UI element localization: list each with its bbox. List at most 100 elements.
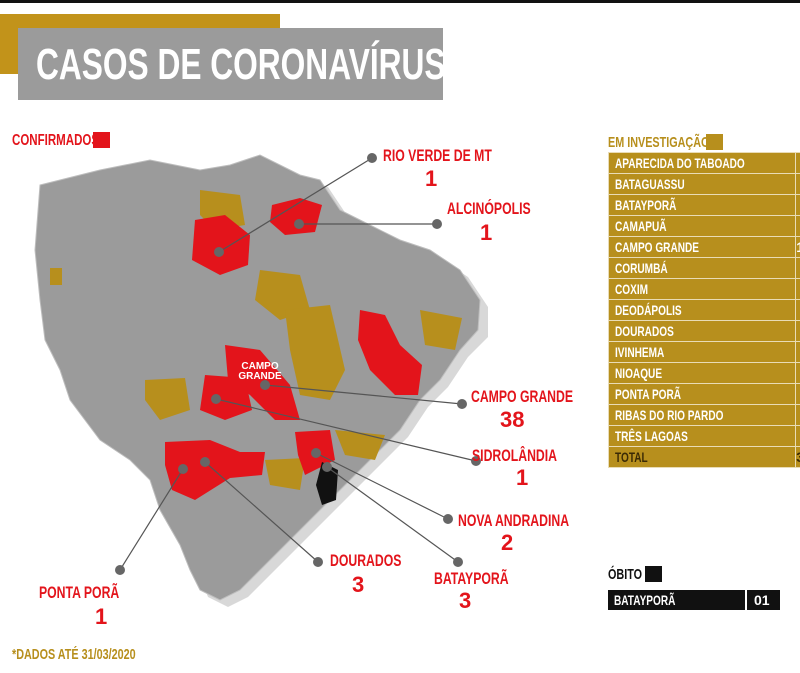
confirmed-label: RIO VERDE DE MT bbox=[383, 146, 492, 165]
city-name: APARECIDA DO TABOADO bbox=[615, 155, 745, 171]
city-cell: APARECIDA DO TABOADO bbox=[607, 152, 797, 174]
confirmed-count: 2 bbox=[501, 530, 514, 555]
count-cell: 3 bbox=[795, 194, 800, 216]
death-city: BATAYPORÃ bbox=[614, 592, 676, 608]
count-cell: 1 bbox=[795, 173, 800, 195]
count-cell: 2 bbox=[795, 257, 800, 279]
legend-death: ÓBITO bbox=[608, 566, 643, 583]
city-cell: PONTA PORÃ bbox=[607, 383, 797, 405]
legend-death-swatch bbox=[645, 566, 662, 582]
top-border bbox=[0, 0, 800, 3]
city-name: TOTAL bbox=[615, 449, 648, 465]
city-cell: CAMPO GRANDE bbox=[607, 236, 797, 258]
table-row: CORUMBÁ 2 bbox=[607, 257, 800, 279]
confirmed-count: 1 bbox=[425, 166, 438, 191]
legend-investigating: EM INVESTIGAÇÃO bbox=[608, 134, 710, 151]
confirmed-count: 3 bbox=[459, 588, 472, 613]
city-name: CORUMBÁ bbox=[615, 260, 668, 276]
city-cell: BATAYPORÃ bbox=[607, 194, 797, 216]
divider bbox=[745, 590, 747, 610]
count-cell: 1 bbox=[795, 341, 800, 363]
region-aparecida bbox=[420, 310, 462, 350]
table-row: DOURADOS 4 bbox=[607, 320, 800, 342]
city-cell: RIBAS DO RIO PARDO bbox=[607, 404, 797, 426]
region-camapua bbox=[255, 270, 310, 320]
confirmed-label: PONTA PORÃ bbox=[39, 583, 120, 602]
region-east bbox=[358, 310, 422, 395]
legend-confirmed-label: CONFIRMADOS bbox=[12, 132, 100, 149]
count-cell: 1 bbox=[795, 362, 800, 384]
footer-note: *DADOS ATÉ 31/03/2020 bbox=[12, 646, 136, 663]
city-name: CAMPO GRANDE bbox=[615, 239, 700, 255]
table-row: CAMAPUÃ 1 bbox=[607, 215, 800, 237]
count-cell: 2 bbox=[795, 425, 800, 447]
region-ivinhema bbox=[265, 458, 305, 490]
confirmed-count: 1 bbox=[480, 220, 493, 245]
city-name: BATAYPORÃ bbox=[615, 197, 677, 213]
count-cell: 1 bbox=[795, 215, 800, 237]
legend-confirmed-swatch bbox=[93, 132, 110, 148]
confirmed-label: SIDROLÂNDIA bbox=[472, 446, 558, 465]
callout-lines bbox=[119, 157, 477, 571]
count-cell: 1 bbox=[795, 404, 800, 426]
region-sidrolandia bbox=[200, 375, 252, 420]
count-cell: 18 bbox=[795, 236, 800, 258]
city-name: BATAGUASSU bbox=[615, 176, 685, 192]
region-ribas bbox=[285, 305, 345, 400]
page-title: CASOS DE CORONAVÍRUS EM MS bbox=[36, 40, 559, 89]
table-row: BATAYPORÃ 3 bbox=[607, 194, 800, 216]
table-row: APARECIDA DO TABOADO 1 bbox=[607, 152, 800, 174]
city-cell: IVINHEMA bbox=[607, 341, 797, 363]
death-row: BATAYPORÃ 01 bbox=[608, 590, 780, 610]
city-name: CAMAPUÃ bbox=[615, 218, 667, 234]
region-rio-verde bbox=[192, 215, 250, 275]
title-box bbox=[18, 28, 443, 100]
table-row: NIOAQUE 1 bbox=[607, 362, 800, 384]
city-name: NIOAQUE bbox=[615, 365, 663, 381]
table-row: DEODÁPOLIS 1 bbox=[607, 299, 800, 321]
table-row: PONTA PORÃ 2 bbox=[607, 383, 800, 405]
city-cell: NIOAQUE bbox=[607, 362, 797, 384]
region-corumba bbox=[50, 268, 62, 285]
confirmed-label: CAMPO GRANDE bbox=[471, 387, 574, 406]
count-cell: 39 bbox=[795, 446, 800, 468]
city-cell: BATAGUASSU bbox=[607, 173, 797, 195]
region-bataguassu bbox=[335, 430, 385, 460]
table-row: CAMPO GRANDE 18 bbox=[607, 236, 800, 258]
count-cell: 2 bbox=[795, 383, 800, 405]
confirmed-label: DOURADOS bbox=[330, 551, 402, 570]
region-nioaque bbox=[145, 378, 190, 420]
count-cell: 1 bbox=[795, 299, 800, 321]
table-row: COXIM 1 bbox=[607, 278, 800, 300]
count-cell: 1 bbox=[795, 152, 800, 174]
city-name: PONTA PORÃ bbox=[615, 386, 682, 402]
table-row: TRÊS LAGOAS 2 bbox=[607, 425, 800, 447]
city-name: IVINHEMA bbox=[615, 344, 665, 360]
table-row: IVINHEMA 1 bbox=[607, 341, 800, 363]
death-count: 01 bbox=[754, 592, 770, 608]
city-cell: TRÊS LAGOAS bbox=[607, 425, 797, 447]
table-total-row: TOTAL 39 bbox=[607, 446, 800, 468]
confirmed-label: ALCINÓPOLIS bbox=[447, 199, 531, 218]
city-cell: DOURADOS bbox=[607, 320, 797, 342]
legend-confirmed: CONFIRMADOS bbox=[12, 132, 133, 150]
callout-dots bbox=[115, 153, 481, 575]
city-name: COXIM bbox=[615, 281, 649, 297]
city-cell: DEODÁPOLIS bbox=[607, 299, 797, 321]
region-batayporã-death bbox=[316, 462, 338, 505]
region-dourados-ponta-pora bbox=[165, 440, 265, 500]
count-cell: 1 bbox=[795, 278, 800, 300]
confirmed-count: 1 bbox=[95, 604, 108, 629]
city-name: RIBAS DO RIO PARDO bbox=[615, 407, 724, 423]
table-row: RIBAS DO RIO PARDO 1 bbox=[607, 404, 800, 426]
confirmed-count: 38 bbox=[500, 407, 525, 432]
city-name: DEODÁPOLIS bbox=[615, 302, 682, 318]
city-name: DOURADOS bbox=[615, 323, 674, 339]
table-row: BATAGUASSU 1 bbox=[607, 173, 800, 195]
confirmed-count: 1 bbox=[516, 465, 529, 490]
city-cell: CORUMBÁ bbox=[607, 257, 797, 279]
city-cell: COXIM bbox=[607, 278, 797, 300]
investigating-regions bbox=[50, 190, 462, 490]
legend-investigating-swatch bbox=[706, 134, 723, 150]
